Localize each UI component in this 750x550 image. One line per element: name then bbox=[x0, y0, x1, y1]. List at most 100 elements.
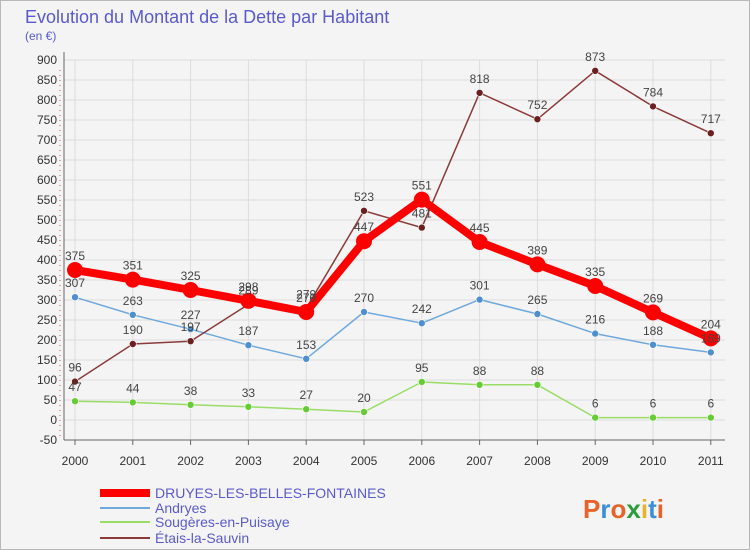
x-tick-label: 2006 bbox=[408, 454, 435, 468]
data-labels-layer: 307 263 227 187 153 270 242 301 265 216 188 169 47 44… bbox=[65, 50, 721, 411]
data-point bbox=[591, 67, 600, 75]
data-label: 289 bbox=[238, 283, 258, 297]
data-label: 190 bbox=[123, 323, 143, 337]
data-label: 88 bbox=[531, 364, 545, 378]
data-label: 752 bbox=[527, 98, 547, 112]
data-point bbox=[360, 308, 368, 316]
y-tick-label: 750 bbox=[37, 113, 57, 127]
data-point bbox=[649, 102, 657, 111]
data-label: 307 bbox=[65, 276, 85, 290]
data-label: 227 bbox=[181, 308, 201, 322]
data-label: 335 bbox=[585, 265, 605, 279]
data-point bbox=[71, 377, 79, 386]
data-point bbox=[533, 380, 542, 389]
logo-letter: i bbox=[657, 494, 664, 524]
y-tick-label: 350 bbox=[37, 273, 57, 287]
data-point bbox=[129, 398, 137, 407]
x-tick-label: 2008 bbox=[524, 454, 551, 468]
legend-label: Sougères-en-Puisaye bbox=[155, 514, 290, 530]
y-tick-label: -50 bbox=[40, 433, 58, 447]
data-label: 96 bbox=[68, 361, 82, 375]
data-label: 95 bbox=[415, 361, 429, 375]
data-label: 389 bbox=[527, 243, 547, 257]
data-point bbox=[244, 341, 253, 350]
y-tick-label: 600 bbox=[37, 173, 57, 187]
data-label: 33 bbox=[242, 386, 256, 400]
data-label: 38 bbox=[184, 384, 198, 398]
y-tick-label: 850 bbox=[37, 73, 57, 87]
y-tick-label: 450 bbox=[37, 233, 57, 247]
y-tick-label: 900 bbox=[37, 53, 57, 67]
y-tick-label: 700 bbox=[37, 133, 57, 147]
y-tick-label: 500 bbox=[37, 213, 57, 227]
x-tick-label: 2009 bbox=[582, 454, 609, 468]
data-point bbox=[413, 191, 430, 208]
data-point bbox=[298, 304, 315, 320]
data-point bbox=[417, 223, 426, 232]
proxiti-logo: Proxiti bbox=[583, 494, 664, 524]
data-point bbox=[71, 293, 79, 302]
data-label: 6 bbox=[592, 397, 599, 411]
y-tick-label: 300 bbox=[37, 293, 57, 307]
x-tick-label: 2007 bbox=[466, 454, 493, 468]
data-point bbox=[591, 329, 600, 338]
data-point bbox=[645, 304, 661, 321]
data-label: 351 bbox=[123, 259, 143, 273]
data-point bbox=[649, 340, 657, 349]
data-point bbox=[186, 400, 195, 409]
data-label: 873 bbox=[585, 50, 605, 64]
data-label: 44 bbox=[126, 381, 140, 395]
logo-letter: i bbox=[641, 494, 648, 524]
data-label: 301 bbox=[470, 279, 490, 293]
logo-letter: r bbox=[600, 494, 610, 524]
series-layer bbox=[67, 67, 719, 422]
data-point bbox=[360, 408, 368, 416]
data-point bbox=[129, 310, 137, 319]
y-tick-label: 50 bbox=[44, 393, 58, 407]
data-label: 20 bbox=[357, 391, 371, 405]
y-tick-label: 400 bbox=[37, 253, 57, 267]
logo-letter: x bbox=[626, 494, 641, 524]
data-point bbox=[186, 325, 195, 334]
data-point bbox=[182, 282, 199, 298]
data-label: 270 bbox=[296, 291, 316, 305]
data-label: 375 bbox=[65, 249, 85, 263]
data-point bbox=[186, 337, 195, 346]
data-label: 523 bbox=[354, 190, 374, 204]
chart-subtitle: (en €) bbox=[25, 29, 56, 43]
chart-title: Evolution du Montant de la Dette par Hab… bbox=[25, 7, 389, 27]
data-label: 270 bbox=[354, 291, 374, 305]
data-point bbox=[533, 115, 542, 123]
data-point bbox=[244, 402, 253, 411]
data-point bbox=[706, 348, 715, 357]
data-point bbox=[475, 295, 484, 304]
data-point bbox=[587, 278, 604, 294]
data-label: 204 bbox=[701, 317, 721, 331]
data-point bbox=[417, 319, 426, 328]
y-tick-label: 0 bbox=[50, 413, 57, 427]
data-label: 717 bbox=[701, 112, 721, 126]
data-label: 216 bbox=[585, 313, 605, 327]
y-tick-label: 100 bbox=[37, 373, 57, 387]
data-point bbox=[302, 354, 311, 363]
data-label: 27 bbox=[300, 388, 314, 402]
x-tick-label: 2003 bbox=[235, 454, 262, 468]
data-label: 88 bbox=[473, 364, 487, 378]
data-label: 481 bbox=[412, 207, 432, 221]
data-point bbox=[124, 271, 141, 288]
logo-letter: o bbox=[610, 494, 626, 524]
data-point bbox=[356, 233, 372, 250]
data-point bbox=[533, 310, 542, 318]
data-point bbox=[471, 234, 488, 250]
data-label: 818 bbox=[470, 72, 490, 86]
data-point bbox=[702, 330, 719, 347]
series-line bbox=[71, 195, 715, 343]
data-point bbox=[417, 378, 426, 386]
series-line bbox=[74, 70, 712, 383]
y-tick-label: 800 bbox=[37, 93, 57, 107]
data-label: 551 bbox=[412, 179, 432, 193]
x-tick-label: 2004 bbox=[293, 454, 320, 468]
data-point bbox=[360, 207, 368, 215]
legend-label: Étais-la-Sauvin bbox=[155, 530, 249, 546]
